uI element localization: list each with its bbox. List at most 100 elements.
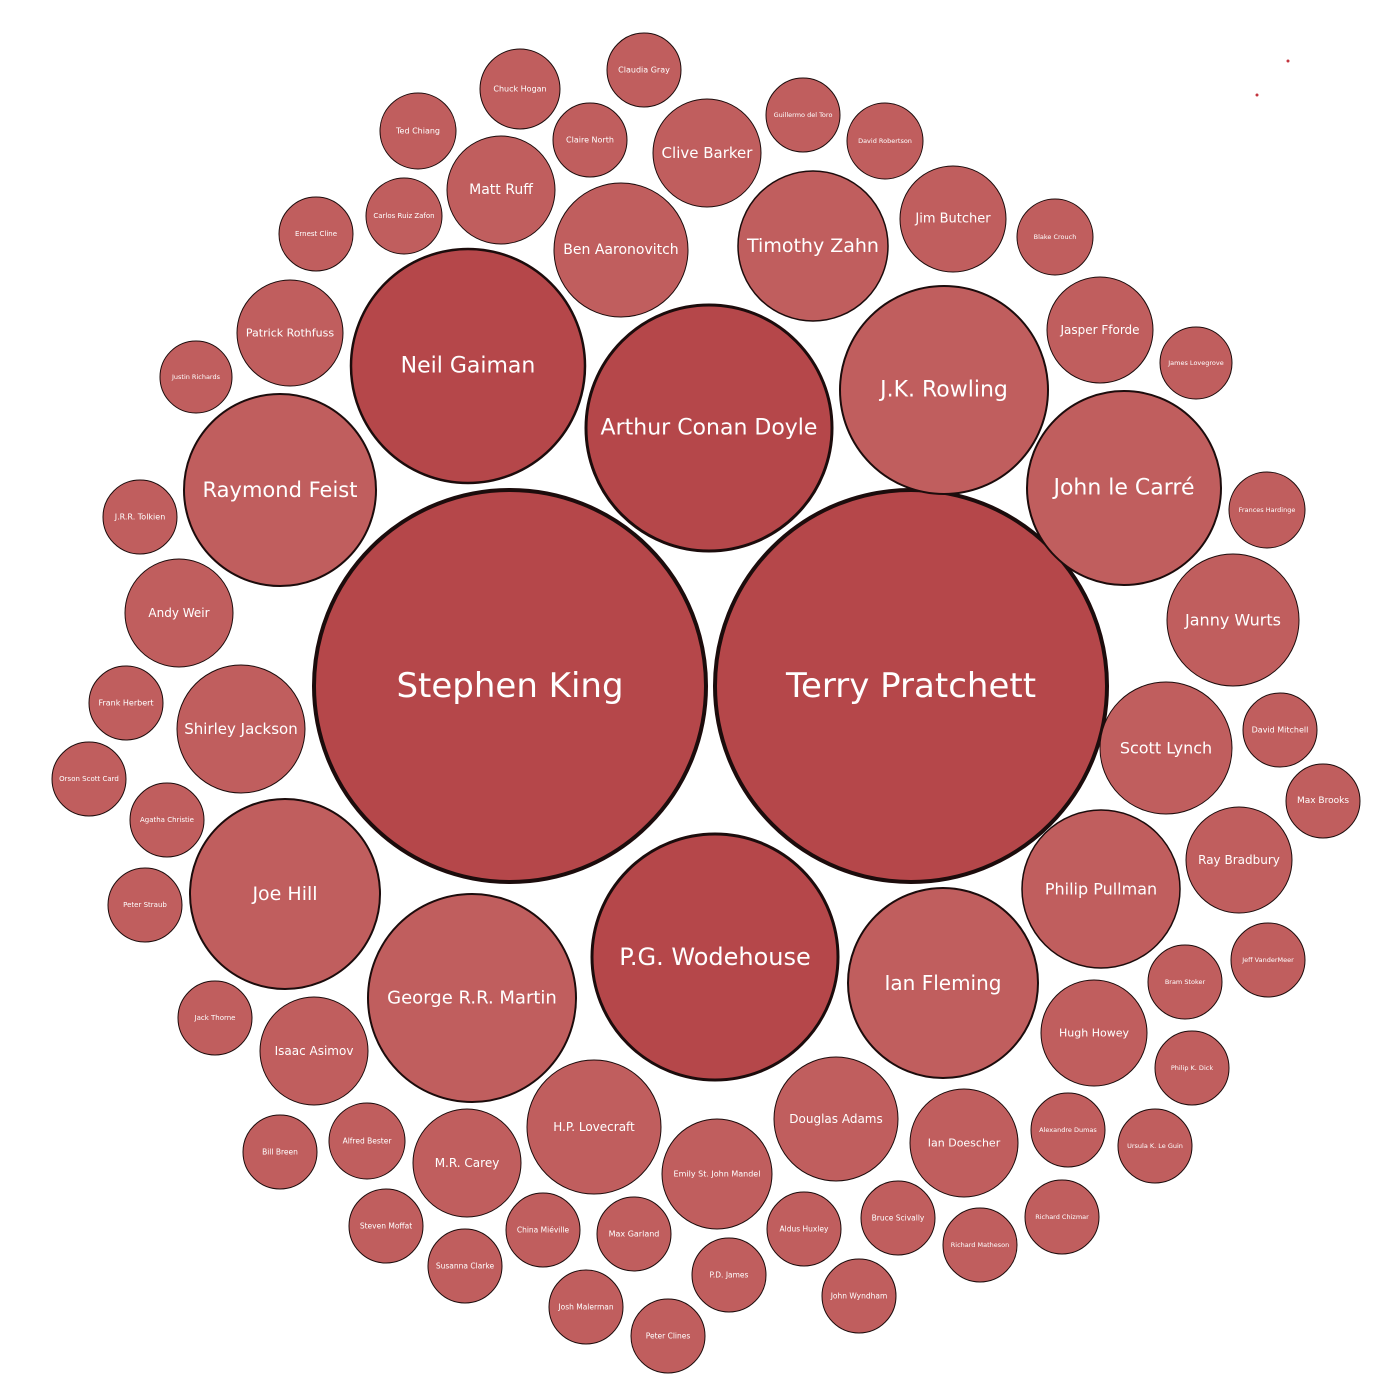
bubble-circle [1159, 326, 1233, 400]
bubble-circle [1185, 806, 1293, 914]
bubble-circle [159, 340, 233, 414]
bubble-label: Bill Breen [262, 1148, 298, 1157]
bubble-circle [183, 393, 377, 587]
bubble-susanna-clarke: Susanna Clarke [427, 1228, 503, 1304]
bubble-hugh-howey: Hugh Howey [1040, 979, 1148, 1087]
bubble-circle [713, 488, 1109, 884]
bubble-ian-doescher: Ian Doescher [909, 1088, 1019, 1198]
bubble-circle [446, 135, 556, 245]
bubble-label: Terry Pratchett [785, 666, 1036, 706]
bubble-david-robertson: David Robertson [846, 102, 924, 180]
bubble-circle [909, 1088, 1019, 1198]
bubble-label: Peter Straub [123, 901, 167, 909]
bubble-label: Alexandre Dumas [1039, 1126, 1097, 1134]
bubble-j-k-rowling: J.K. Rowling [839, 285, 1049, 495]
bubble-label: Emily St. John Mandel [674, 1170, 761, 1179]
bubble-circle [278, 196, 354, 272]
bubble-circle [860, 1180, 936, 1256]
speck-dot [1255, 93, 1259, 97]
bubble-terry-pratchett: Terry Pratchett [713, 488, 1109, 884]
bubble-label: Orson Scott Card [59, 775, 119, 783]
bubble-circle [1030, 1092, 1106, 1168]
bubble-label: David Robertson [858, 137, 912, 145]
bubble-circle [846, 102, 924, 180]
bubble-clive-barker: Clive Barker [652, 98, 762, 208]
bubble-arthur-conan-doyle: Arthur Conan Doyle [584, 303, 834, 553]
bubble-circle [102, 479, 178, 555]
bubble-circle [630, 1298, 706, 1374]
bubble-circle [1026, 390, 1222, 586]
bubble-circle [821, 1258, 897, 1334]
bubble-label: H.P. Lovecraft [553, 1120, 635, 1134]
bubble-label: Susanna Clarke [436, 1262, 495, 1271]
bubble-circle [596, 1196, 672, 1272]
bubble-circle [505, 1192, 581, 1268]
bubble-label: J.K. Rowling [878, 378, 1008, 403]
bubble-timothy-zahn: Timothy Zahn [737, 170, 889, 322]
bubble-circle [312, 488, 708, 884]
bubble-circle [839, 285, 1049, 495]
bubble-chuck-hogan: Chuck Hogan [479, 48, 561, 130]
bubble-jim-butcher: Jim Butcher [899, 165, 1007, 273]
bubble-circle [1230, 922, 1306, 998]
bubble-john-wyndham: John Wyndham [821, 1258, 897, 1334]
bubble-circle [737, 170, 889, 322]
bubble-label: Jack Thorne [194, 1014, 236, 1022]
bubble-label: Ted Chiang [395, 127, 440, 136]
bubble-circle [1228, 471, 1306, 549]
bubble-label: Ben Aaronovitch [563, 242, 678, 258]
bubble-james-lovegrove: James Lovegrove [1159, 326, 1233, 400]
bubble-philip-pullman: Philip Pullman [1021, 809, 1181, 969]
bubble-label: Janny Wurts [1184, 611, 1281, 630]
bubble-circle [479, 48, 561, 130]
bubble-orson-scott-card: Orson Scott Card [51, 741, 127, 817]
bubble-label: Ray Bradbury [1198, 853, 1280, 867]
bubble-label: Isaac Asimov [275, 1044, 354, 1058]
bubble-circle [1154, 1030, 1230, 1106]
bubble-circle [548, 1269, 624, 1345]
bubble-circle [124, 558, 234, 668]
bubble-neil-gaiman: Neil Gaiman [349, 247, 587, 485]
bubble-frances-hardinge: Frances Hardinge [1228, 471, 1306, 549]
bubble-circle [259, 996, 369, 1106]
bubble-circle [367, 893, 577, 1103]
bubble-label: Jim Butcher [914, 212, 991, 227]
bubble-claudia-gray: Claudia Gray [606, 32, 682, 108]
bubble-label: John le Carré [1051, 476, 1194, 501]
bubble-jeff-vandermeer: Jeff VanderMeer [1230, 922, 1306, 998]
bubble-label: Philip Pullman [1045, 880, 1157, 899]
bubble-raymond-feist: Raymond Feist [183, 393, 377, 587]
bubble-label: Bruce Scivally [872, 1214, 925, 1223]
bubble-circle [584, 303, 834, 553]
bubble-label: James Lovegrove [1167, 359, 1224, 367]
bubble-josh-malerman: Josh Malerman [548, 1269, 624, 1345]
bubble-label: Frank Herbert [98, 699, 153, 708]
bubble-circle [427, 1228, 503, 1304]
bubble-circle [765, 77, 841, 153]
bubble-label: China Miéville [517, 1226, 570, 1235]
bubble-label: Hugh Howey [1059, 1027, 1129, 1040]
bubble-label: Raymond Feist [203, 478, 358, 502]
bubble-joe-hill: Joe Hill [189, 798, 381, 990]
bubble-guillermo-del-toro: Guillermo del Toro [765, 77, 841, 153]
bubble-patrick-rothfuss: Patrick Rothfuss [236, 279, 344, 387]
bubble-circle [177, 980, 253, 1056]
bubble-m-r-carey: M.R. Carey [412, 1108, 522, 1218]
bubble-circle [766, 1191, 842, 1267]
bubble-scott-lynch: Scott Lynch [1099, 681, 1233, 815]
bubble-p-d-james: P.D. James [691, 1237, 767, 1313]
bubble-label: George R.R. Martin [387, 988, 557, 1009]
speck-dot [1286, 59, 1290, 63]
bubble-label: Justin Richards [171, 373, 221, 381]
bubble-label: Scott Lynch [1120, 739, 1212, 758]
bubble-janny-wurts: Janny Wurts [1166, 553, 1300, 687]
bubble-label: Richard Chizmar [1035, 1213, 1089, 1221]
bubble-ian-fleming: Ian Fleming [847, 887, 1039, 1079]
bubble-richard-matheson: Richard Matheson [942, 1207, 1018, 1283]
bubble-label: Blake Crouch [1034, 233, 1077, 241]
bubble-andy-weir: Andy Weir [124, 558, 234, 668]
bubble-douglas-adams: Douglas Adams [773, 1056, 899, 1182]
bubble-circle [942, 1207, 1018, 1283]
bubble-label: Chuck Hogan [493, 85, 546, 94]
bubble-circle [1099, 681, 1233, 815]
